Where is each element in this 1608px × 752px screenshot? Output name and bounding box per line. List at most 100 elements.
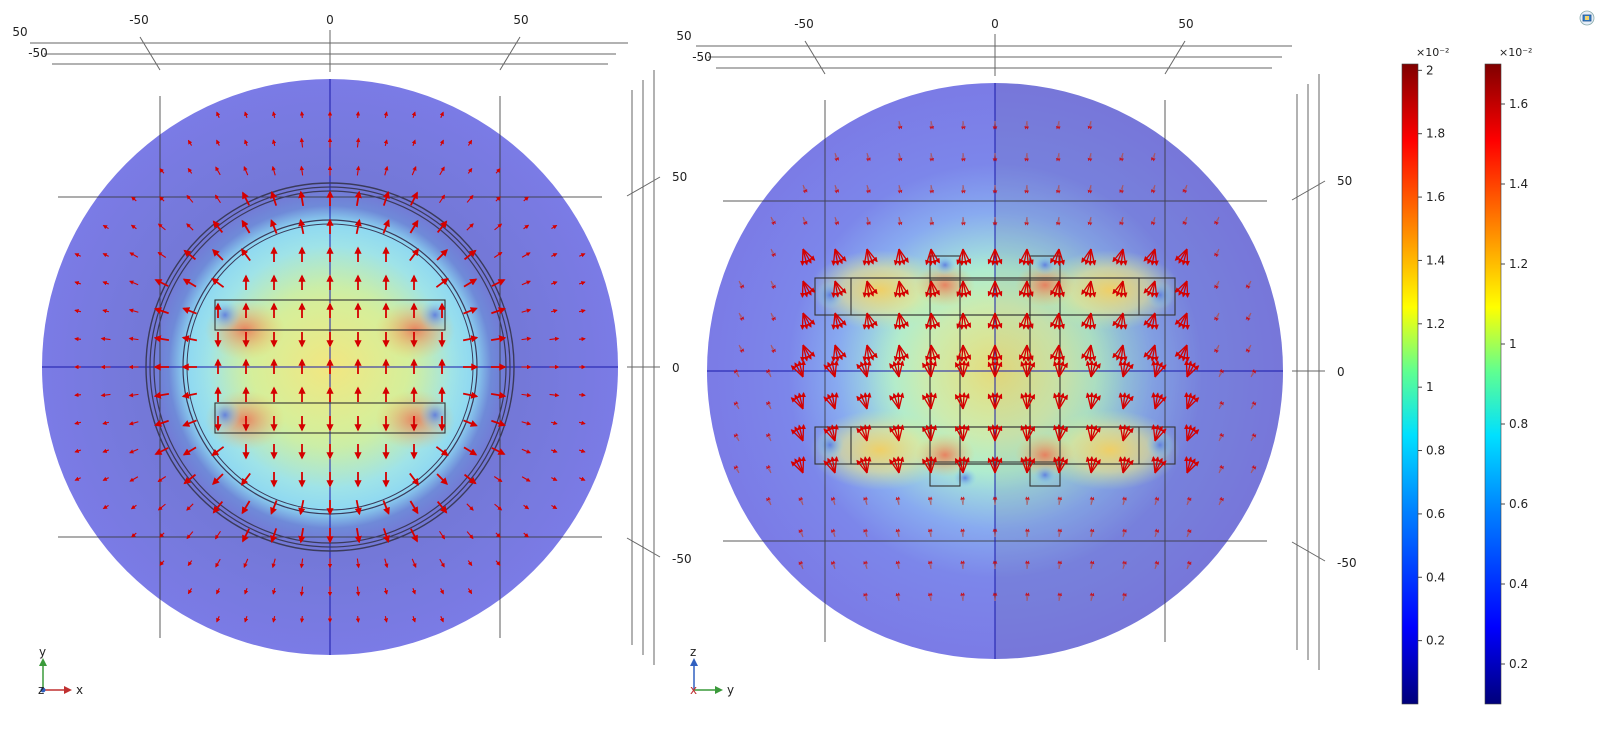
field-arrow: [866, 360, 872, 378]
colorbar-label: 0.8: [1426, 444, 1445, 458]
field-arrow: [1056, 184, 1060, 194]
field-arrow: [354, 218, 362, 235]
field-arrow: [856, 363, 868, 378]
field-arrow: [1090, 360, 1098, 378]
field-arrow: [1186, 461, 1200, 474]
field-arrow: [159, 196, 165, 202]
field-arrow: [551, 224, 558, 230]
field-arrow: [1090, 496, 1095, 506]
field-arrow: [1186, 365, 1200, 378]
field-arrow: [994, 456, 1000, 474]
field-arrow: [1122, 248, 1128, 266]
field-arrow: [1151, 216, 1156, 225]
field-arrow: [802, 248, 809, 266]
field-arrow: [987, 248, 996, 265]
field-arrow: [410, 528, 418, 543]
field-arrow: [860, 425, 868, 442]
field-arrow: [1186, 362, 1196, 378]
field-arrow: [578, 392, 586, 398]
field-arrow: [799, 280, 806, 299]
field-arrow: [463, 446, 478, 456]
field-arrow: [521, 421, 532, 426]
right-view[interactable]: -50 0 50 50 -50 50 0 -50: [676, 17, 1356, 697]
field-arrow: [1214, 344, 1220, 353]
field-arrow: [802, 312, 816, 325]
field-arrow: [1050, 280, 1060, 296]
field-arrow: [830, 424, 836, 442]
field-arrow: [834, 184, 838, 194]
field-arrow: [889, 395, 900, 410]
field-arrow: [738, 312, 743, 322]
field-arrow: [215, 558, 221, 568]
field-arrow: [495, 532, 501, 538]
field-arrow: [860, 393, 868, 410]
left-view[interactable]: -50 0 50 50 -50 50 0 -50: [12, 13, 691, 697]
field-arrow: [962, 393, 970, 410]
field-arrow: [893, 312, 900, 330]
field-arrow: [897, 248, 903, 267]
field-arrow: [1153, 280, 1159, 298]
field-arrow: [994, 592, 998, 602]
field-arrow: [462, 391, 479, 399]
field-arrow: [834, 248, 843, 265]
field-arrow: [1150, 280, 1156, 298]
field-arrow: [154, 447, 169, 455]
left-side-axis: [626, 70, 661, 665]
field-arrow: [1053, 312, 1060, 330]
field-arrow: [215, 530, 221, 540]
field-arrow: [494, 503, 503, 511]
field-arrow: [797, 392, 804, 410]
field-arrow: [834, 248, 840, 266]
right-top-tick: 0: [991, 17, 999, 31]
field-arrow: [157, 252, 167, 258]
field-arrow: [958, 424, 964, 442]
field-arrow: [897, 312, 903, 331]
field-arrow: [159, 560, 165, 566]
field-arrow: [802, 184, 806, 194]
field-arrow: [1026, 424, 1032, 442]
field-arrow: [866, 312, 874, 329]
field-arrow: [800, 423, 807, 442]
field-arrow: [1024, 152, 1028, 162]
field-arrow: [958, 392, 964, 410]
field-arrow: [954, 425, 964, 442]
field-arrow: [1186, 360, 1193, 378]
field-arrow: [1122, 561, 1127, 570]
field-arrow: [490, 391, 507, 399]
field-arrow: [889, 427, 900, 442]
field-arrow: [866, 424, 872, 442]
field-arrow: [1153, 312, 1159, 330]
field-arrow: [1050, 344, 1060, 360]
graphics-window-icon[interactable]: [1578, 10, 1596, 26]
field-arrow: [960, 120, 965, 130]
field-arrow: [925, 456, 932, 474]
field-arrow: [1121, 456, 1127, 474]
field-arrow: [102, 224, 109, 230]
field-arrow: [355, 558, 361, 569]
field-arrow: [925, 344, 932, 362]
colorbar-label: 0.4: [1509, 577, 1528, 591]
field-arrow: [1058, 424, 1065, 442]
field-arrow: [1151, 392, 1157, 410]
field-arrow: [1151, 360, 1157, 378]
field-arrow: [1053, 424, 1060, 442]
field-arrow: [1058, 394, 1068, 410]
field-arrow: [866, 344, 874, 361]
field-arrow: [298, 527, 306, 544]
field-arrow: [186, 223, 194, 231]
field-arrow: [865, 248, 871, 266]
field-arrow: [243, 558, 249, 568]
field-arrow: [1112, 344, 1124, 359]
colorbar-label: 0.8: [1509, 417, 1528, 431]
field-arrow: [1026, 280, 1034, 297]
field-arrow: [866, 216, 870, 226]
colorbar-label: 0.6: [1426, 507, 1445, 521]
field-arrow: [1122, 425, 1130, 442]
field-arrow: [1218, 369, 1224, 378]
field-arrow: [827, 393, 836, 410]
field-arrow: [1022, 344, 1028, 362]
field-arrow: [578, 336, 586, 342]
field-arrow: [128, 308, 139, 313]
field-arrow: [1182, 216, 1188, 225]
field-arrow: [961, 456, 967, 474]
